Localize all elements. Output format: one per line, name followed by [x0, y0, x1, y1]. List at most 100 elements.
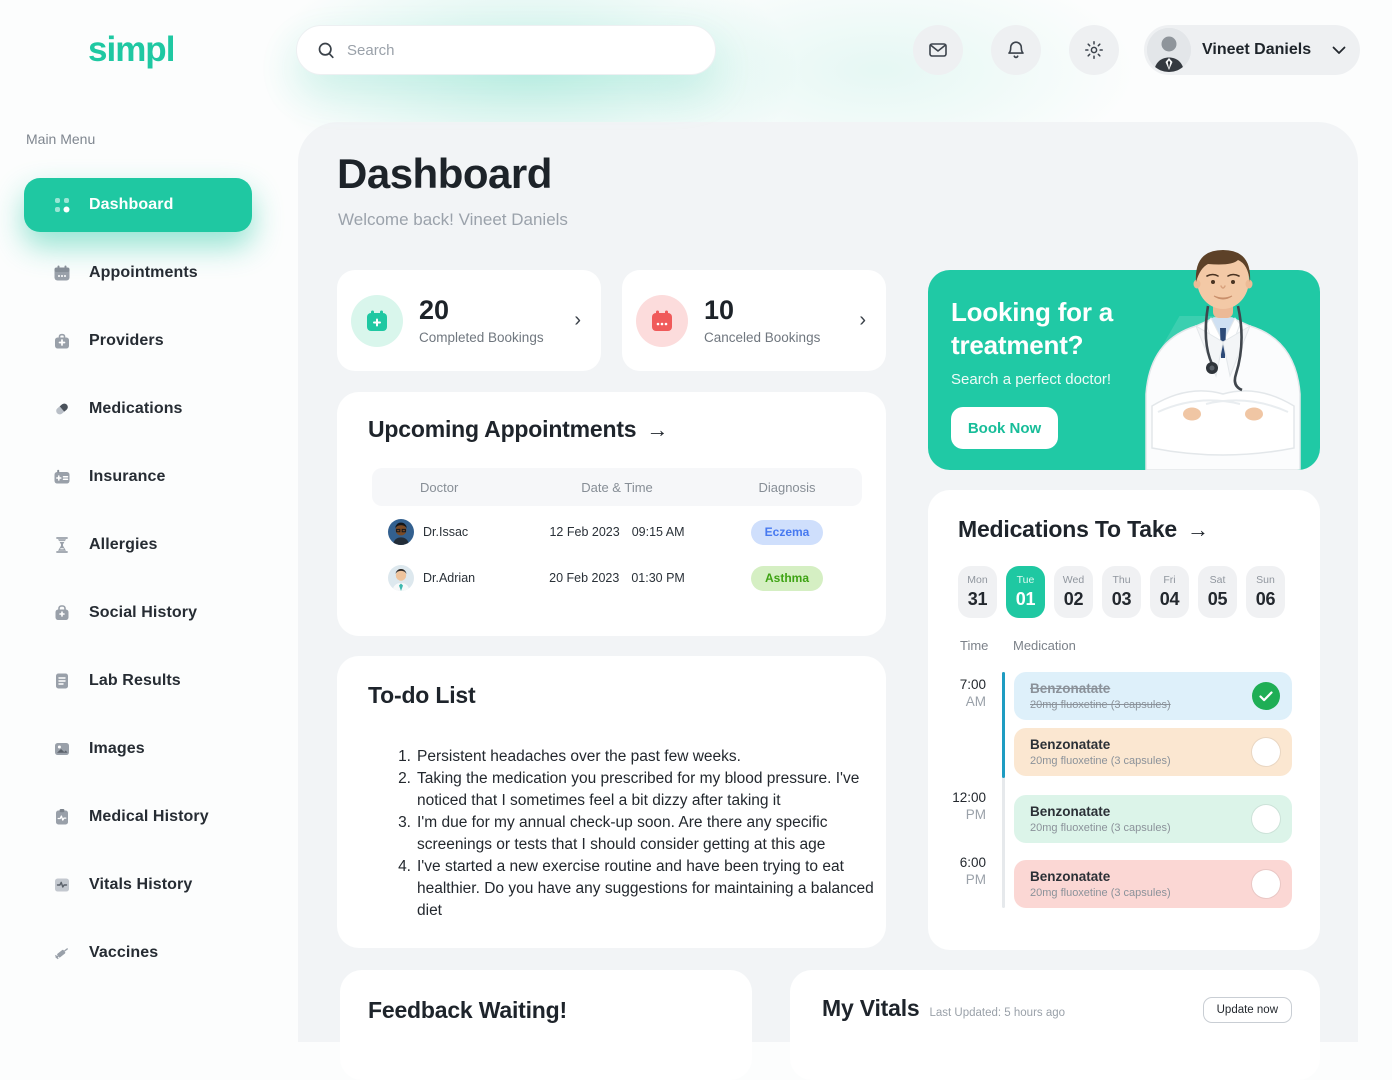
day-chip-sun[interactable]: Sun 06 — [1246, 566, 1285, 618]
medication-row: Benzonatate 20mg fluoxetine (3 capsules) — [1014, 672, 1292, 720]
doctor-cell: Dr.Adrian — [372, 565, 522, 591]
sidebar-item-label: Vitals History — [89, 876, 193, 893]
sidebar-item-vitals-history[interactable]: Vitals History — [24, 858, 252, 912]
sidebar-item-allergies[interactable]: Allergies — [24, 518, 252, 572]
stat-label: Canceled Bookings — [704, 329, 821, 345]
stat-label: Completed Bookings — [419, 329, 544, 345]
chevron-right-icon[interactable]: › — [859, 309, 866, 331]
sidebar-item-label: Social History — [89, 604, 198, 621]
day-chip-wed[interactable]: Wed 02 — [1054, 566, 1093, 618]
search-bar — [296, 25, 716, 75]
treatment-title-line2: treatment? — [951, 330, 1084, 360]
sidebar-item-social-history[interactable]: Social History — [24, 586, 252, 640]
appt-time: 09:15 AM — [631, 525, 685, 539]
arrow-right-icon[interactable]: → — [646, 417, 669, 442]
medication-check[interactable] — [1252, 870, 1280, 898]
upcoming-appointments-title: Upcoming Appointments → — [368, 416, 668, 443]
day-selector: Mon 31 Tue 01 Wed 02 Thu 03 Fri 04 Sat 05 Sun 0… — [958, 566, 1285, 618]
completed-bookings-card[interactable]: 20 Completed Bookings › — [337, 270, 601, 371]
day-number: 02 — [1063, 589, 1084, 609]
day-label: Sun — [1256, 574, 1275, 586]
sidebar-item-lab-results[interactable]: Lab Results — [24, 654, 252, 708]
medication-text: Benzonatate 20mg fluoxetine (3 capsules) — [1030, 681, 1171, 711]
list-item: 1. Persistent headaches over the past few… — [389, 746, 877, 768]
medication-text: Benzonatate 20mg fluoxetine (3 capsules) — [1030, 737, 1171, 767]
sidebar-item-insurance[interactable]: Insurance — [24, 450, 252, 504]
sidebar-item-label: Providers — [89, 332, 164, 349]
update-now-button[interactable]: Update now — [1202, 997, 1292, 1023]
medication-column-label: Medication — [1013, 638, 1076, 653]
settings-button[interactable] — [1069, 25, 1119, 75]
medication-row: Benzonatate 20mg fluoxetine (3 capsules) — [1014, 728, 1292, 776]
table-row[interactable]: Dr.Issac 12 Feb 2023 09:15 AM Eczema — [372, 516, 862, 548]
appt-date: 12 Feb 2023 — [549, 525, 620, 539]
sidebar-item-medical-history[interactable]: Medical History — [24, 790, 252, 844]
item-number: 2. — [398, 770, 411, 787]
sidebar-item-label: Images — [89, 740, 145, 757]
day-chip-sat[interactable]: Sat 05 — [1198, 566, 1237, 618]
bag-plus-icon — [52, 603, 72, 623]
search-input[interactable] — [347, 41, 677, 59]
treatment-title: Looking for a treatment? — [951, 296, 1113, 362]
medication-check[interactable] — [1252, 738, 1280, 766]
medication-check-done[interactable] — [1252, 682, 1280, 710]
calendar-cancel-icon — [636, 294, 688, 347]
day-label: Sat — [1209, 574, 1226, 586]
day-number: 31 — [967, 589, 988, 609]
medications-card: Medications To Take → Mon 31 Tue 01 Wed 02 T… — [928, 490, 1320, 950]
day-chip-mon[interactable]: Mon 31 — [958, 566, 997, 618]
notifications-button[interactable] — [991, 25, 1041, 75]
arrow-right-icon[interactable]: → — [1187, 517, 1209, 542]
sidebar-item-label: Medications — [89, 400, 183, 417]
sidebar-item-providers[interactable]: Providers — [24, 314, 252, 368]
day-number: 06 — [1255, 589, 1276, 609]
item-number: 3. — [398, 814, 411, 831]
clipboard-pulse-icon — [52, 807, 72, 827]
item-number: 1. — [398, 748, 411, 765]
item-text: I'm due for my annual check-up soon. Are… — [417, 814, 828, 853]
sidebar-item-appointments[interactable]: Appointments — [24, 246, 252, 300]
canceled-bookings-card[interactable]: 10 Canceled Bookings › — [622, 270, 886, 371]
sidebar-item-images[interactable]: Images — [24, 722, 252, 776]
medication-text: Benzonatate 20mg fluoxetine (3 capsules) — [1030, 869, 1171, 899]
list-item: 2. Taking the medication you prescribed f… — [389, 768, 877, 812]
chevron-down-icon — [1332, 46, 1346, 55]
medical-bag-icon — [52, 331, 72, 351]
sidebar-item-dashboard[interactable]: Dashboard — [24, 178, 252, 232]
stat-text: 20 Completed Bookings — [419, 296, 544, 345]
time-column-label: Time — [960, 638, 989, 653]
day-chip-tue[interactable]: Tue 01 — [1006, 566, 1045, 618]
timeline-active-segment — [1002, 672, 1005, 778]
image-icon — [52, 739, 72, 759]
day-label: Wed — [1062, 574, 1085, 586]
sidebar-item-medications[interactable]: Medications — [24, 382, 252, 436]
grid-dots-icon — [52, 195, 72, 215]
sidebar-item-vaccines[interactable]: Vaccines — [24, 926, 252, 980]
sidebar-item-label: Dashboard — [89, 196, 174, 213]
time-label: 7:00 AM — [942, 676, 986, 710]
list-item: 3. I'm due for my annual check-up soon. A… — [389, 812, 877, 856]
search-icon — [317, 41, 336, 60]
time-value: 7:00 — [959, 677, 986, 692]
todo-title: To-do List — [368, 682, 476, 708]
calendar-plus-icon — [351, 294, 403, 347]
time-value: 12:00 — [952, 790, 986, 805]
welcome-text: Welcome back! Vineet Daniels — [338, 210, 568, 229]
day-number: 04 — [1159, 589, 1180, 609]
day-chip-fri[interactable]: Fri 04 — [1150, 566, 1189, 618]
list-item: 4. I've started a new exercise routine an… — [389, 856, 877, 922]
user-menu[interactable]: Vineet Daniels — [1144, 25, 1360, 75]
day-chip-thu[interactable]: Thu 03 — [1102, 566, 1141, 618]
book-now-button[interactable]: Book Now — [951, 407, 1058, 449]
table-row[interactable]: Dr.Adrian 20 Feb 2023 01:30 PM Asthma — [372, 562, 862, 594]
mail-button[interactable] — [913, 25, 963, 75]
my-vitals-card: My Vitals Last Updated: 5 hours ago Upda… — [790, 970, 1320, 1080]
avatar — [1147, 28, 1191, 72]
day-label: Fri — [1163, 574, 1176, 586]
sidebar-item-label: Medical History — [89, 808, 209, 825]
medication-check[interactable] — [1252, 805, 1280, 833]
chevron-right-icon[interactable]: › — [574, 309, 581, 331]
feedback-card: Feedback Waiting! — [340, 970, 752, 1080]
sidebar-item-label: Lab Results — [89, 672, 181, 689]
column-diagnosis: Diagnosis — [758, 479, 816, 495]
